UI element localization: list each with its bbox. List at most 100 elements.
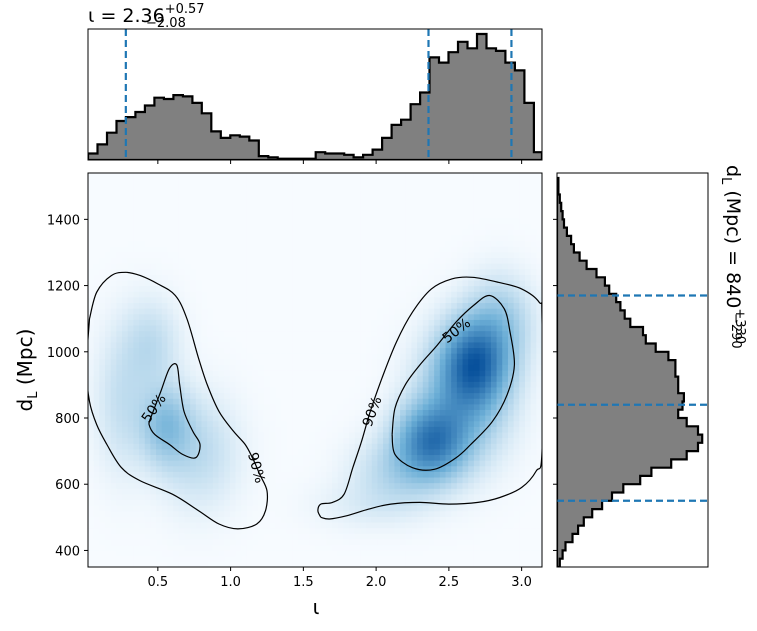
heatmap-cell	[428, 347, 435, 354]
heatmap-cell	[473, 201, 481, 208]
heatmap-cell	[235, 189, 242, 197]
heatmap-cell	[150, 308, 157, 315]
heatmap-cell	[326, 476, 333, 484]
heatmap-cell	[122, 324, 129, 332]
heatmap-cell	[139, 499, 146, 506]
heatmap-cell	[263, 257, 271, 264]
heatmap-cell	[218, 263, 225, 270]
heatmap-cell	[315, 189, 322, 197]
heatmap-cell	[377, 189, 384, 197]
heatmap-cell	[212, 555, 220, 562]
heatmap-cell	[99, 550, 106, 557]
heatmap-cell	[320, 465, 327, 472]
heatmap-cell	[167, 251, 174, 259]
heatmap-cell	[445, 313, 452, 320]
heatmap-cell	[263, 178, 271, 185]
heatmap-cell	[167, 336, 174, 343]
heatmap-cell	[127, 319, 134, 326]
heatmap-cell	[116, 319, 123, 326]
heatmap-cell	[434, 229, 441, 236]
heatmap-cell	[422, 533, 430, 540]
heatmap-cell	[275, 246, 282, 253]
heatmap-cell	[394, 375, 401, 382]
heatmap-cell	[462, 375, 469, 382]
heatmap-cell	[280, 482, 288, 489]
heatmap-cell	[303, 443, 310, 450]
heatmap-cell	[201, 234, 208, 242]
heatmap-cell	[388, 488, 396, 495]
heatmap-cell	[439, 173, 447, 180]
heatmap-cell	[354, 386, 361, 394]
heatmap-cell	[105, 465, 112, 472]
heatmap-cell	[258, 229, 265, 236]
heatmap-cell	[190, 505, 197, 512]
heatmap-cell	[235, 285, 242, 292]
heatmap-cell	[195, 173, 203, 180]
heatmap-cell	[411, 296, 418, 304]
heatmap-cell	[422, 426, 430, 433]
heatmap-cell	[161, 386, 169, 394]
heatmap-cell	[411, 173, 418, 180]
heatmap-cell	[269, 274, 276, 281]
heatmap-cell	[451, 201, 458, 208]
heatmap-cell	[184, 448, 191, 456]
heatmap-cell	[212, 257, 220, 264]
heatmap-cell	[201, 370, 208, 377]
heatmap-cell	[280, 409, 288, 416]
heatmap-cell	[133, 251, 140, 259]
heatmap-cell	[156, 381, 163, 388]
heatmap-cell	[417, 324, 424, 332]
heatmap-cell	[303, 206, 310, 213]
heatmap-cell	[309, 437, 316, 444]
heatmap-cell	[190, 279, 197, 287]
heatmap-cell	[445, 184, 452, 191]
heatmap-cell	[320, 223, 327, 230]
heatmap-cell	[439, 386, 447, 394]
heatmap-cell	[173, 189, 180, 197]
heatmap-cell	[156, 448, 163, 456]
heatmap-cell	[275, 218, 282, 225]
heatmap-cell	[139, 240, 146, 247]
heatmap-cell	[445, 240, 452, 247]
heatmap-cell	[190, 392, 197, 399]
heatmap-cell	[122, 308, 129, 315]
heatmap-cell	[280, 341, 288, 349]
heatmap-cell	[139, 415, 146, 422]
heatmap-cell	[434, 246, 441, 253]
heatmap-cell	[110, 302, 117, 309]
heatmap-cell	[246, 527, 254, 534]
heatmap-cell	[315, 268, 322, 275]
heatmap-cell	[354, 308, 361, 315]
heatmap-cell	[383, 561, 390, 567]
heatmap-cell	[246, 251, 254, 259]
heatmap-cell	[428, 279, 435, 287]
heatmap-cell	[479, 218, 486, 225]
heatmap-cell	[88, 212, 95, 219]
heatmap-cell	[297, 544, 305, 551]
heatmap-cell	[178, 201, 186, 208]
heatmap-cell	[394, 302, 401, 309]
heatmap-cell	[178, 319, 186, 326]
heatmap-cell	[422, 510, 430, 517]
heatmap-cell	[462, 544, 469, 551]
heatmap-cell	[144, 268, 152, 275]
heatmap-cell	[212, 370, 220, 377]
heatmap-cell	[88, 189, 95, 197]
heatmap-cell	[468, 505, 475, 512]
heatmap-cell	[297, 448, 305, 456]
heatmap-cell	[349, 555, 356, 562]
heatmap-cell	[207, 550, 214, 557]
heatmap-cell	[468, 431, 475, 439]
heatmap-cell	[178, 488, 186, 495]
heatmap-cell	[127, 437, 134, 444]
heatmap-cell	[241, 375, 248, 382]
heatmap-cell	[212, 488, 220, 495]
heatmap-cell	[337, 538, 344, 546]
heatmap-cell	[99, 246, 106, 253]
heatmap-cell	[405, 527, 413, 534]
heatmap-cell	[297, 257, 305, 264]
heatmap-cell	[252, 234, 259, 242]
heatmap-cell	[105, 347, 112, 354]
heatmap-cell	[332, 218, 339, 225]
heatmap-cell	[343, 521, 350, 529]
